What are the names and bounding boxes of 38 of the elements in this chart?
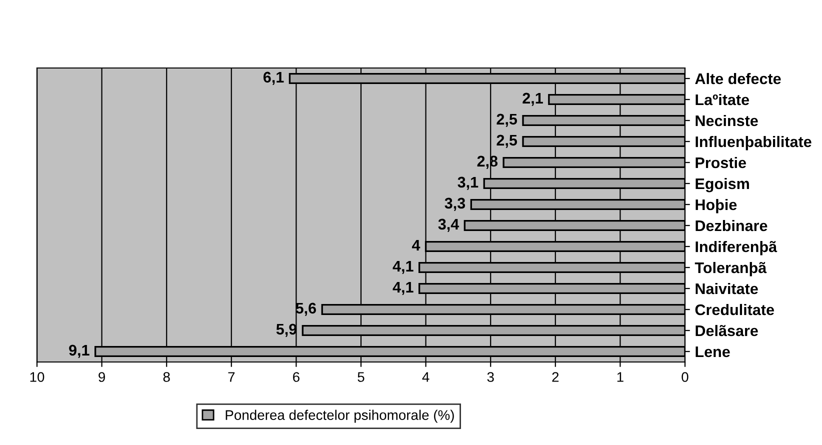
y-tick-label: Prostie [696,156,746,168]
x-tick-label: 4 [422,372,430,382]
text: 4 [412,240,420,250]
x-tick-label: 7 [228,372,235,382]
y-tick-label: Toleranþã [694,262,767,276]
x-tick-label: 6 [293,372,300,382]
y-tick-label: Hoþie [696,198,737,214]
y-tick-label: Delãsare [696,324,758,336]
y-tick-label: Egoism [696,178,749,192]
y-tick-label: Influenþabilitate [696,136,812,150]
text: 4,1 [392,260,414,274]
y-tick-label: Necinste [696,114,758,126]
x-tick-label: 3 [487,372,494,382]
x-tick-label: 10 [30,372,44,382]
text: 2,5 [496,114,518,127]
text: 4,1 [392,282,414,295]
text: 9,1 [69,344,90,358]
x-tick-label: 1 [617,372,624,382]
text: 3,4 [438,218,460,232]
text: 6,1 [263,72,284,85]
text: 3,1 [458,176,478,190]
x-tick-label: 9 [98,372,106,382]
y-tick-label: Indiferenþã [696,240,778,256]
text: 2,1 [522,92,543,106]
y-tick-label: Laºitate [696,94,750,106]
legend-label: Ponderea defectelor psihomorale (%) [226,410,454,423]
y-tick-label: Credulitate [695,304,774,316]
x-tick-label: 0 [682,372,688,382]
text: 2,5 [496,134,518,148]
text: 5,6 [296,302,316,316]
x-tick-label: 5 [358,372,364,382]
y-tick-label: Lene [696,346,730,358]
x-tick-label: 8 [163,372,170,382]
x-tick-label: 2 [552,372,559,382]
y-tick-label: Alte defecte [695,72,781,84]
text: 3,3 [444,198,466,211]
y-tick-label: Naivitate [696,282,758,294]
y-tick-label: Dezbinare [696,220,768,232]
